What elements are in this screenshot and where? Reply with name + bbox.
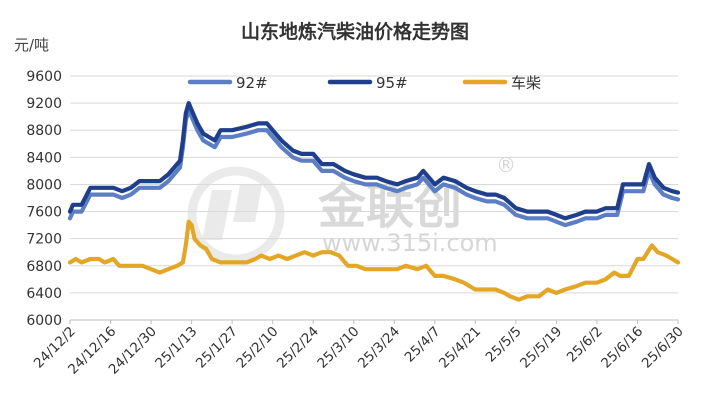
legend-label: 车柴 bbox=[511, 74, 541, 92]
y-tick-label: 8000 bbox=[26, 177, 62, 193]
watermark-logo-icon bbox=[187, 166, 285, 264]
y-tick-label: 6000 bbox=[26, 313, 62, 329]
series-lines bbox=[67, 101, 681, 302]
gridlines bbox=[70, 75, 678, 321]
legend-label: 95# bbox=[376, 74, 408, 92]
y-axis-ticks: 6000 6400 6800 7200 7600 8000 8400 8800 9200 9600 bbox=[26, 69, 62, 329]
y-tick-label: 9200 bbox=[26, 96, 62, 112]
legend: 92# 95# 车柴 bbox=[187, 74, 541, 92]
watermark-url: www.315i.com bbox=[322, 229, 498, 257]
y-axis-unit-label: 元/吨 bbox=[14, 36, 49, 54]
y-tick-label: 8800 bbox=[26, 123, 62, 139]
y-tick-label: 9600 bbox=[26, 69, 62, 85]
chart-title: 山东地炼汽柴油价格走势图 bbox=[241, 20, 469, 43]
y-tick-label: 7200 bbox=[26, 232, 62, 248]
series-line-3 bbox=[67, 219, 681, 302]
series-line-1 bbox=[67, 107, 681, 228]
y-tick-label: 8400 bbox=[26, 150, 62, 166]
legend-label: 92# bbox=[236, 74, 268, 92]
watermark-registered-mark: ® bbox=[496, 153, 516, 177]
series-line-2 bbox=[67, 101, 681, 221]
y-tick-label: 6800 bbox=[26, 259, 62, 275]
y-tick-label: 6400 bbox=[26, 286, 62, 302]
y-tick-label: 7600 bbox=[26, 205, 62, 221]
